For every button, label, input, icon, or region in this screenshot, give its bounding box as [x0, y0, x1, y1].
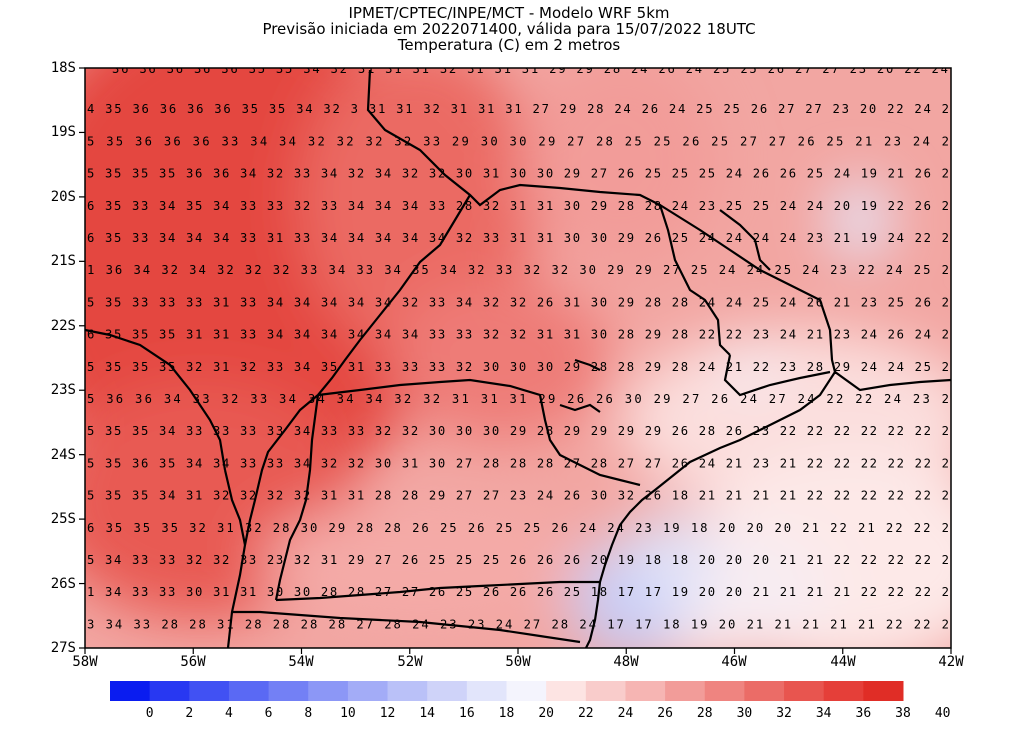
lon-label-58w: 58W — [72, 654, 98, 670]
colorbar-label-14: 14 — [419, 706, 436, 721]
colorbar-swatch-5 — [308, 681, 349, 701]
colorbar-swatch-18 — [823, 681, 864, 701]
temperature-row-4: 6 35 33 34 35 34 33 33 32 33 34 34 34 33… — [87, 199, 949, 213]
temperature-row-15: 5 34 33 33 32 32 33 23 32 31 29 27 26 25… — [87, 553, 949, 567]
colorbar-swatch-7 — [387, 681, 428, 701]
colorbar-label-4: 4 — [225, 706, 233, 721]
temperature-row-3: 5 35 35 35 36 36 34 32 33 34 32 34 32 32… — [87, 167, 949, 181]
colorbar-swatch-1 — [149, 681, 190, 701]
colorbar-swatch-2 — [189, 681, 230, 701]
colorbar-swatch-4 — [268, 681, 309, 701]
colorbar-label-28: 28 — [696, 706, 713, 721]
colorbar-swatch-12 — [585, 681, 626, 701]
lat-label-19s: 19S — [50, 124, 76, 140]
lon-label-48w: 48W — [613, 654, 639, 670]
colorbar-label-20: 20 — [538, 706, 554, 721]
colorbar-label-30: 30 — [736, 706, 753, 721]
colorbar-label-8: 8 — [304, 706, 313, 721]
colorbar-swatch-19 — [863, 681, 904, 701]
colorbar-label-40: 40 — [934, 706, 951, 721]
lat-label-24s: 24S — [50, 447, 76, 463]
axis-ticks — [79, 67, 952, 654]
lat-label-27s: 27S — [50, 640, 76, 656]
lon-label-42w: 42W — [938, 654, 964, 670]
temperature-row-13: 5 35 35 34 31 32 32 32 32 31 31 28 28 29… — [87, 489, 949, 503]
temperature-field — [85, 68, 951, 648]
colorbar-label-18: 18 — [498, 706, 515, 721]
temperature-row-6: 1 36 34 32 34 32 32 32 33 34 33 34 35 34… — [87, 263, 949, 277]
colorbar-swatch-8 — [427, 681, 468, 701]
lon-label-56w: 56W — [180, 654, 206, 670]
colorbar-label-6: 6 — [264, 706, 273, 721]
lat-label-23s: 23S — [50, 382, 76, 398]
lon-label-44w: 44W — [830, 654, 856, 670]
colorbar-swatch-14 — [665, 681, 706, 701]
colorbar-label-38: 38 — [895, 706, 911, 721]
temperature-row-16: 1 34 33 33 30 31 31 30 30 28 28 27 27 26… — [87, 585, 949, 599]
lat-label-18s: 18S — [50, 60, 76, 76]
colorbar-label-0: 0 — [145, 706, 154, 721]
colorbar-label-12: 12 — [379, 706, 396, 721]
state-boundaries — [85, 69, 951, 648]
lat-label-22s: 22S — [50, 318, 76, 334]
colorbar-swatch-0 — [110, 681, 151, 701]
colorbar-label-10: 10 — [340, 706, 356, 721]
lon-label-52w: 52W — [397, 654, 423, 670]
colorbar-swatch-17 — [784, 681, 825, 701]
colorbar-label-22: 22 — [577, 706, 594, 721]
colorbar-swatch-9 — [466, 681, 507, 701]
colorbar-label-36: 36 — [855, 706, 872, 721]
temperature-row-5: 6 35 33 34 34 34 33 31 33 34 34 34 34 34… — [87, 231, 949, 245]
temperature-row-12: 5 35 36 35 34 34 33 33 34 32 32 30 31 30… — [87, 456, 949, 470]
colorbar-swatch-11 — [546, 681, 587, 701]
colorbar — [110, 681, 904, 701]
colorbar-swatch-10 — [506, 681, 547, 701]
temperature-row-1: 4 35 36 36 36 36 35 35 34 32 3 31 31 32 … — [87, 102, 949, 116]
lat-label-25s: 25S — [50, 511, 76, 527]
colorbar-swatch-16 — [744, 681, 785, 701]
colorbar-swatch-13 — [625, 681, 666, 701]
colorbar-swatch-6 — [347, 681, 389, 701]
colorbar-label-24: 24 — [617, 706, 634, 721]
colorbar-label-32: 32 — [776, 706, 792, 721]
colorbar-swatches — [110, 681, 904, 701]
colorbar-label-16: 16 — [459, 706, 475, 721]
temperature-row-14: 6 35 35 35 32 31 32 28 30 29 28 28 26 25… — [87, 521, 949, 535]
temperature-row-0: 36 36 36 36 36 35 35 34 32 31 31 31 32 3… — [112, 62, 948, 76]
lat-label-26s: 26S — [50, 576, 76, 592]
lon-label-50w: 50W — [505, 654, 531, 670]
colorbar-label-2: 2 — [185, 706, 194, 721]
temperature-row-8: 6 35 35 35 31 31 33 34 34 34 34 34 34 33… — [87, 328, 949, 342]
temperature-row-9: 5 35 35 35 32 31 32 33 34 35 31 33 33 33… — [87, 360, 949, 374]
lon-label-46w: 46W — [721, 654, 747, 670]
map-title-line-3: Temperatura (C) em 2 metros — [397, 36, 621, 54]
lon-label-54w: 54W — [288, 654, 314, 670]
colorbar-swatch-3 — [228, 681, 270, 701]
lat-label-20s: 20S — [50, 189, 76, 205]
lat-label-21s: 21S — [50, 253, 76, 269]
colorbar-label-34: 34 — [815, 706, 832, 721]
colorbar-label-26: 26 — [657, 706, 673, 721]
colorbar-swatch-15 — [704, 681, 745, 701]
map-title-line-2: Previsão iniciada em 2022071400, válida … — [262, 20, 756, 38]
temperature-row-7: 5 35 33 33 33 31 33 34 34 34 34 34 32 33… — [87, 295, 949, 309]
map-title-line-1: IPMET/CPTEC/INPE/MCT - Modelo WRF 5km — [348, 4, 670, 22]
temperature-row-11: 5 35 35 34 33 33 33 33 34 33 33 32 32 30… — [87, 424, 949, 438]
temperature-row-17: 3 34 33 28 28 31 28 28 28 28 27 28 24 23… — [87, 617, 949, 631]
